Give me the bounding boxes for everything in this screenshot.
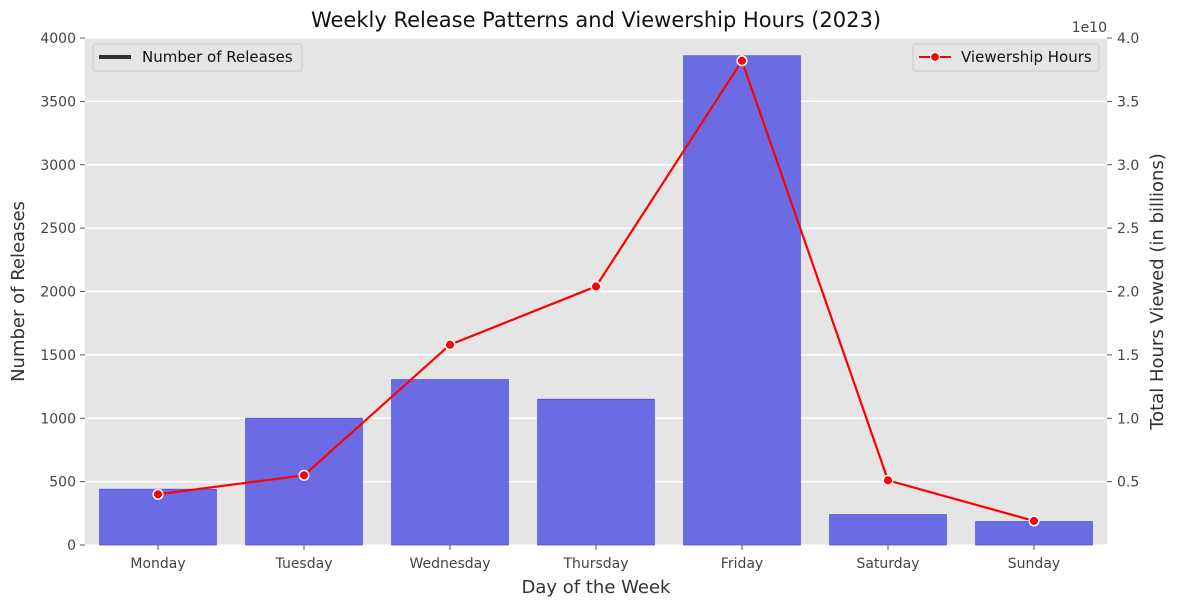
y2-tick-label: 2.0 <box>1117 285 1139 301</box>
y-tick-label: 0 <box>67 538 76 554</box>
y2-tick-label: 4.0 <box>1117 31 1139 47</box>
legend-label-releases: Number of Releases <box>142 48 293 66</box>
y-tick-label: 500 <box>49 475 76 491</box>
bar-series <box>99 55 1093 546</box>
chart-title: Weekly Release Patterns and Viewership H… <box>311 8 881 32</box>
y-tick-label: 3000 <box>40 158 76 174</box>
x-axis-title: Day of the Week <box>522 577 671 598</box>
y2-tick-label: 1.0 <box>1117 411 1139 427</box>
y-tick-label: 3500 <box>40 94 76 110</box>
line-point <box>152 488 164 500</box>
x-tick-label: Friday <box>721 556 763 572</box>
y2-tick-label: 1.5 <box>1117 348 1139 364</box>
x-tick-label: Wednesday <box>409 556 490 572</box>
y2-axis-title: Total Hours Viewed (in billions) <box>1147 153 1168 431</box>
bar <box>537 398 655 546</box>
y-tick-label: 2000 <box>40 285 76 301</box>
x-tick-label: Monday <box>130 556 185 572</box>
line-point <box>590 280 602 292</box>
x-axis: Monday Tuesday Wednesday Thursday Friday Satu… <box>130 545 1060 572</box>
legend-releases: Number of Releases <box>92 43 303 72</box>
y2-tick-label: 2.5 <box>1117 221 1139 237</box>
y2-axis-offset-label: 1e10 <box>1072 20 1107 36</box>
y-axis-left: 0 500 1000 1500 2000 2500 3000 3500 4000 <box>40 31 85 554</box>
bar <box>683 55 801 546</box>
y-axis-right: 0.5 1.0 1.5 2.0 2.5 3.0 3.5 4.0 <box>1107 31 1139 491</box>
y-tick-label: 1500 <box>40 348 76 364</box>
y-tick-label: 2500 <box>40 221 76 237</box>
x-tick-label: Saturday <box>856 556 919 572</box>
x-tick-label: Thursday <box>562 556 628 572</box>
y2-tick-label: 3.0 <box>1117 158 1139 174</box>
bar <box>829 514 947 546</box>
line-point <box>298 469 310 481</box>
legend-viewership: Viewership Hours <box>912 43 1100 72</box>
line-point <box>1028 515 1040 527</box>
y2-tick-label: 3.5 <box>1117 94 1139 110</box>
line-point <box>882 474 894 486</box>
x-tick-label: Sunday <box>1008 556 1060 572</box>
y-axis-title: Number of Releases <box>8 201 29 382</box>
line-point <box>736 55 748 67</box>
x-tick-label: Tuesday <box>275 556 333 572</box>
y-tick-label: 1000 <box>40 411 76 427</box>
legend-box <box>912 43 1100 72</box>
bar <box>391 379 509 546</box>
line-series <box>152 55 1040 527</box>
legend-box <box>92 43 303 72</box>
legend-marker-viewership <box>929 51 941 63</box>
legend-label-viewership: Viewership Hours <box>961 48 1092 66</box>
y2-tick-label: 0.5 <box>1117 475 1139 491</box>
line-point <box>444 339 456 351</box>
y-tick-label: 4000 <box>40 31 76 47</box>
